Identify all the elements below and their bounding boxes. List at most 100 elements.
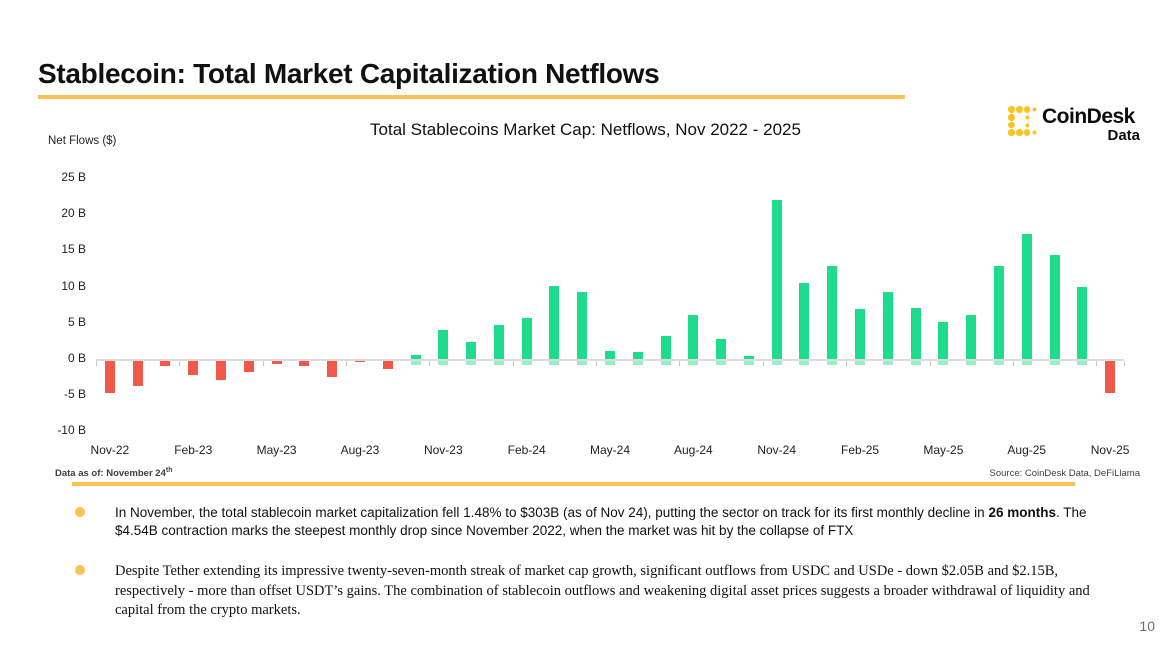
x-axis-tick-label: Feb-24 bbox=[507, 443, 546, 457]
bar-Aug-23 bbox=[354, 360, 365, 363]
bar-tail bbox=[1021, 361, 1032, 365]
x-axis-tickmark bbox=[262, 361, 264, 366]
bar-tail bbox=[771, 361, 782, 365]
chart-title: Total Stablecoins Market Cap: Netflows, … bbox=[370, 120, 801, 139]
x-axis-tickmark bbox=[512, 361, 514, 366]
bar-Jun-23 bbox=[299, 360, 310, 366]
bar-tail bbox=[799, 361, 810, 365]
bar-Feb-25 bbox=[855, 309, 866, 359]
logo-dot bbox=[1025, 123, 1029, 127]
bar-May-24 bbox=[605, 351, 615, 359]
bullet-item-2: Despite Tether extending its impressive … bbox=[75, 562, 1125, 619]
bar-Nov-24 bbox=[771, 200, 782, 359]
bar-tail bbox=[855, 361, 866, 365]
bar-tail bbox=[743, 361, 754, 365]
bar-Mar-25 bbox=[882, 292, 893, 359]
bar-Mar-24 bbox=[549, 285, 560, 359]
x-axis-tick-label: Aug-24 bbox=[673, 443, 713, 457]
y-axis-tick-label: 0 B bbox=[67, 351, 86, 365]
bar-tail bbox=[660, 361, 671, 365]
x-axis-tickmark bbox=[429, 361, 431, 366]
y-axis-tick-label: 15 B bbox=[61, 242, 86, 257]
bar-tail bbox=[966, 361, 977, 365]
bullet-icon bbox=[75, 507, 85, 517]
bar-tail bbox=[1049, 361, 1060, 365]
logo-dot bbox=[1015, 106, 1023, 113]
logo-dot bbox=[1032, 107, 1037, 112]
bar-tail bbox=[716, 361, 727, 365]
bar-Oct-23 bbox=[410, 354, 421, 359]
bar-May-25 bbox=[938, 322, 949, 359]
bar-tail bbox=[438, 361, 449, 365]
x-axis-tickmark bbox=[1124, 361, 1125, 366]
x-axis-tick-label: Feb-23 bbox=[174, 443, 213, 457]
bar-Jan-24 bbox=[493, 324, 504, 359]
bullet-1-after: . The $4.54B contraction marks the steep… bbox=[115, 505, 1087, 539]
x-axis-tickmark bbox=[596, 361, 598, 366]
logo-dot bbox=[1023, 106, 1031, 113]
x-axis-tick-label: Aug-25 bbox=[1007, 443, 1047, 457]
bullet-1-before: In November, the total stablecoin market… bbox=[115, 505, 989, 520]
bar-Feb-23 bbox=[188, 360, 199, 376]
bullet-1-bold: 26 months bbox=[988, 505, 1056, 520]
x-axis-tickmark bbox=[679, 361, 681, 366]
bar-tail bbox=[577, 361, 588, 365]
bullet-icon bbox=[75, 565, 85, 576]
bar-tail bbox=[521, 361, 532, 365]
x-axis-tickmark bbox=[179, 361, 181, 366]
bar-Apr-23 bbox=[243, 360, 254, 372]
x-axis-tick-label: Nov-22 bbox=[90, 443, 130, 457]
bar-Dec-22 bbox=[132, 360, 143, 387]
data-as-of-note: Data as of: November 24th bbox=[55, 467, 172, 479]
bar-Mar-23 bbox=[216, 360, 227, 381]
bar-tail bbox=[688, 361, 699, 365]
coindesk-logo-icon bbox=[1008, 106, 1038, 136]
x-axis-tick-label: Aug-23 bbox=[340, 443, 380, 457]
bar-Nov-23 bbox=[438, 330, 449, 359]
x-axis-tick-label: Feb-25 bbox=[841, 443, 880, 457]
bar-tail bbox=[993, 361, 1004, 365]
bar-Feb-24 bbox=[521, 318, 532, 359]
logo-dot bbox=[1023, 129, 1031, 136]
bar-Aug-24 bbox=[688, 314, 699, 359]
coindesk-data-logo: CoinDesk Data bbox=[1008, 104, 1140, 146]
page-title: Stablecoin: Total Market Capitalization … bbox=[38, 58, 660, 89]
bullet-list: In November, the total stablecoin market… bbox=[75, 504, 1125, 642]
x-axis-tickmark bbox=[1012, 361, 1014, 366]
netflows-bar-chart: Total Stablecoins Market Cap: Netflows, … bbox=[48, 120, 1129, 457]
bar-Oct-24 bbox=[743, 356, 754, 359]
bar-tail bbox=[605, 361, 615, 365]
y-axis-tick-label: 10 B bbox=[61, 278, 86, 293]
logo-dot bbox=[1032, 130, 1037, 135]
y-axis-tick-label: 5 B bbox=[67, 314, 86, 329]
y-axis-tick-label: 20 B bbox=[61, 206, 86, 221]
y-axis-tick-label: -10 B bbox=[57, 423, 86, 438]
x-axis-tickmark bbox=[929, 361, 931, 366]
y-axis-title: Net Flows ($) bbox=[48, 135, 117, 147]
bar-tail bbox=[410, 361, 421, 365]
bar-tail bbox=[882, 361, 893, 365]
bar-tail bbox=[938, 361, 949, 365]
bar-May-23 bbox=[271, 360, 282, 365]
bar-Jul-24 bbox=[660, 335, 671, 359]
bar-tail bbox=[493, 361, 504, 365]
x-axis-tickmark bbox=[762, 361, 764, 366]
bar-tail bbox=[632, 361, 643, 365]
bar-Jul-25 bbox=[993, 265, 1004, 359]
logo-text: CoinDesk bbox=[1042, 105, 1135, 128]
x-axis-tick-label: May-23 bbox=[256, 443, 297, 457]
page-number: 10 bbox=[1139, 618, 1155, 634]
x-axis-tick-label: Nov-23 bbox=[423, 443, 463, 457]
bar-Sep-23 bbox=[382, 360, 393, 370]
logo-dot bbox=[1015, 129, 1023, 136]
source-note: Source: CoinDesk Data, DeFiLlama bbox=[989, 468, 1140, 479]
data-as-of-text: Data as of: November 24 bbox=[55, 468, 166, 480]
data-as-of-superscript: th bbox=[165, 467, 173, 474]
logo-subtext: Data bbox=[1107, 127, 1140, 144]
x-axis-tickmark bbox=[346, 361, 348, 366]
bar-Aug-25 bbox=[1021, 234, 1032, 359]
bar-Jun-25 bbox=[966, 314, 977, 359]
x-axis-tickmark bbox=[846, 361, 848, 366]
bar-Sep-25 bbox=[1049, 255, 1060, 359]
